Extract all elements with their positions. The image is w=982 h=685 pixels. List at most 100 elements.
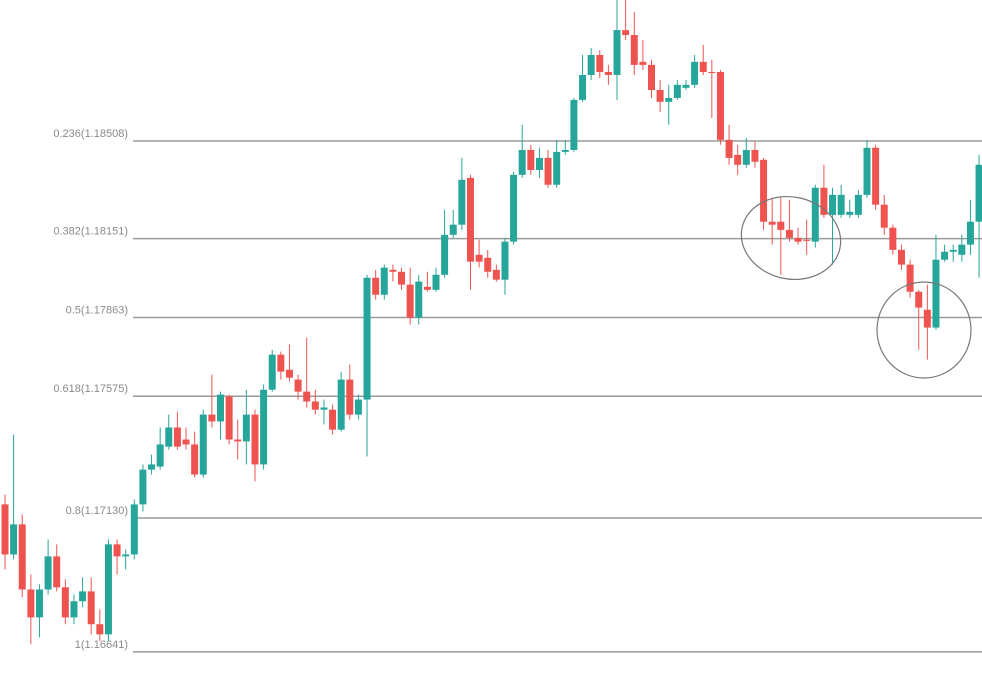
fib-levels: 0.236(1.18508) 0.382(1.18151) 0.5(1.17863)…	[53, 128, 982, 653]
candle-body	[803, 239, 811, 241]
candle-body	[122, 554, 130, 557]
candle-body	[829, 194, 837, 215]
fib-label: 0.236(1.18508)	[53, 128, 128, 140]
candle-body	[561, 149, 569, 152]
candle-body	[846, 211, 854, 215]
candle-body	[966, 221, 974, 245]
candle-body	[501, 241, 509, 280]
candle-body	[18, 524, 26, 590]
candle-body	[423, 286, 431, 290]
candle-body	[104, 544, 112, 635]
candle-body	[61, 587, 69, 618]
candle-body	[587, 55, 595, 75]
candle-body	[613, 30, 621, 75]
fib-label: 1(1.16641)	[75, 639, 128, 651]
fib-label: 0.5(1.17863)	[66, 304, 128, 316]
candle-body	[484, 257, 492, 272]
candle-body	[234, 439, 242, 442]
candle-body	[510, 174, 518, 242]
candle-body	[639, 61, 647, 65]
candle-body	[87, 591, 95, 625]
candle-body	[251, 414, 259, 465]
candle-body	[932, 259, 940, 328]
candle-body	[199, 414, 207, 475]
candle-body	[630, 35, 638, 65]
candle-body	[285, 369, 293, 378]
candle-body	[294, 379, 302, 392]
candle-body	[354, 399, 362, 415]
candle-body	[837, 194, 845, 215]
candle-body	[475, 254, 483, 262]
candle-body	[398, 271, 406, 285]
candle-body	[363, 277, 371, 400]
candle-body	[130, 504, 138, 555]
candle-body	[441, 234, 449, 275]
candle-body	[208, 414, 216, 422]
highlight-ellipse	[740, 195, 842, 281]
candle-body	[139, 469, 147, 505]
candle-body	[811, 187, 819, 242]
candle-body	[768, 221, 776, 225]
candle-body	[708, 71, 716, 73]
candle-body	[225, 396, 233, 440]
candle-body	[96, 624, 104, 635]
candle-body	[303, 391, 311, 402]
candle-body	[734, 154, 742, 165]
candle-body	[165, 427, 173, 447]
highlight-ellipse	[876, 281, 972, 379]
candle-body	[906, 264, 914, 292]
candle-body	[44, 556, 52, 590]
candle-body	[372, 277, 380, 295]
candle-body	[975, 164, 982, 222]
candle-body	[742, 149, 750, 165]
candle-body	[466, 177, 474, 262]
candle-body	[751, 149, 759, 162]
candle-body	[923, 309, 931, 328]
candle-body	[872, 147, 880, 205]
candle-body	[329, 409, 337, 430]
candle-body	[622, 30, 630, 36]
candle-body	[596, 55, 604, 72]
candle-body	[665, 97, 673, 102]
candle-body	[553, 151, 561, 185]
candle-body	[656, 90, 664, 102]
candle-body	[648, 64, 655, 91]
candle-body	[699, 61, 707, 72]
candle-body	[458, 179, 466, 225]
candle-body	[173, 427, 181, 447]
candle-body	[777, 221, 785, 230]
candle-body	[217, 394, 224, 422]
candle-body	[794, 237, 802, 242]
candle-body	[535, 157, 543, 170]
candle-body	[1, 504, 9, 555]
candle-body	[70, 601, 78, 618]
candle-body	[725, 139, 733, 158]
candle-body	[10, 524, 18, 555]
candle-body	[432, 274, 440, 290]
candle-body	[820, 187, 828, 215]
candle-body	[389, 269, 397, 272]
fib-label: 0.618(1.17575)	[53, 383, 128, 395]
candle-body	[415, 281, 423, 318]
candle-body	[691, 61, 699, 85]
candle-body	[915, 291, 923, 308]
candle-body	[311, 401, 319, 410]
candle-body	[79, 591, 87, 602]
candle-body	[579, 74, 587, 100]
candle-body	[346, 379, 354, 415]
candle-body	[854, 194, 862, 215]
candle-body	[863, 147, 871, 195]
candle-body	[35, 589, 43, 618]
candle-body	[156, 444, 164, 467]
fib-label: 0.8(1.17130)	[66, 505, 128, 517]
candle-body	[380, 267, 388, 295]
fib-label: 0.382(1.18151)	[53, 226, 128, 238]
candle-body	[492, 269, 500, 280]
candle-body	[242, 414, 250, 442]
candle-body	[277, 354, 285, 372]
candle-body	[673, 84, 681, 98]
candle-body	[182, 439, 190, 445]
candle-body	[337, 379, 345, 430]
candle-body	[27, 589, 35, 618]
